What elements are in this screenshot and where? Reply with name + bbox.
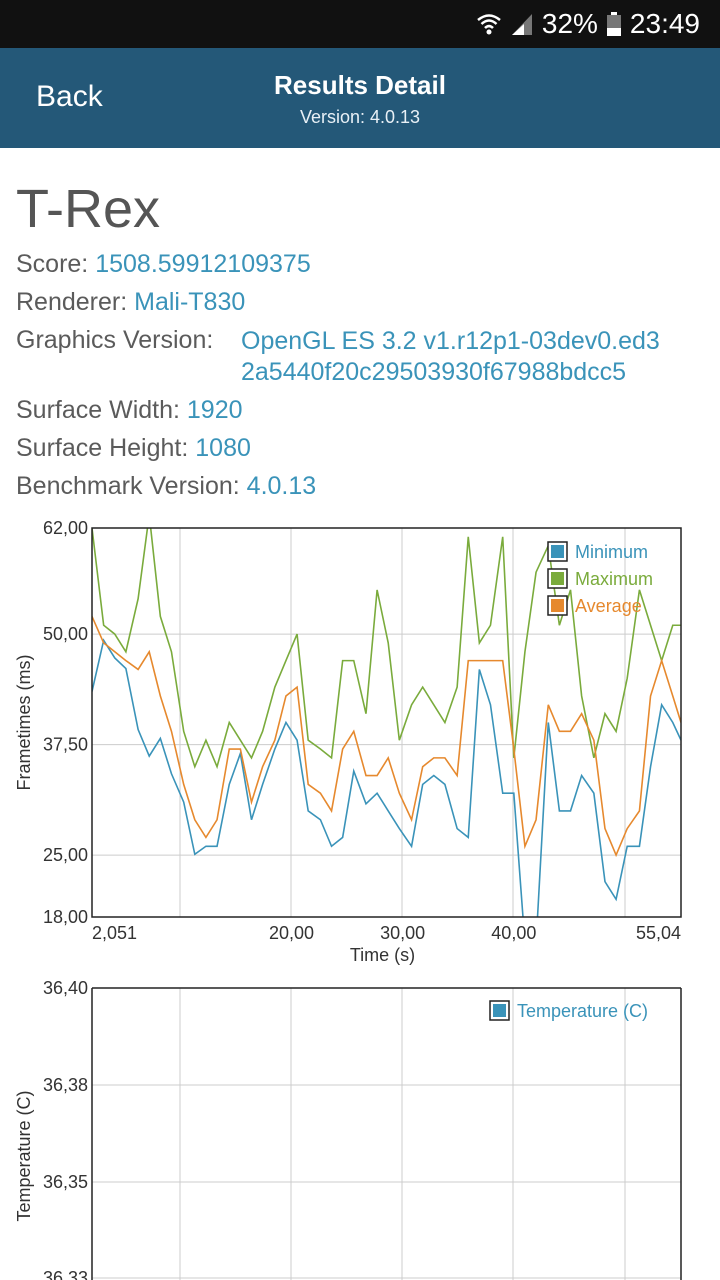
legend-label-average: Average	[575, 596, 642, 616]
y-tick-label: 37,50	[43, 735, 88, 755]
battery-icon	[606, 12, 621, 36]
y-tick-label: 36,40	[43, 978, 88, 998]
legend-label-maximum: Maximum	[575, 569, 653, 589]
legend-label-temperature: Temperature (C)	[517, 1001, 648, 1021]
temperature-chart: 36,40 36,38 36,35 36,33 Temperature (C) Tempe…	[14, 978, 682, 1280]
renderer-value: Mali-T830	[134, 288, 246, 316]
benchmark-name: T-Rex	[16, 179, 161, 239]
series-line-minimum	[92, 638, 681, 917]
score-value: 1508.59912109375	[95, 250, 311, 278]
x-tick-label: 2,051	[92, 923, 137, 943]
y-tick-label: 50,00	[43, 624, 88, 644]
legend-swatch-minimum	[551, 545, 564, 558]
y-tick-label: 36,38	[43, 1075, 88, 1095]
app-version: Version: 4.0.13	[299, 107, 421, 127]
benchmark-version-row: Benchmark Version: 4.0.13	[16, 472, 316, 501]
clock: 23:49	[629, 8, 700, 39]
frametimes-chart: 62,00 50,00 37,50 25,00 18,002,051 20,00 30,00…	[14, 518, 682, 965]
x-tick-label: 55,04	[636, 923, 681, 943]
legend-swatch-maximum	[551, 572, 564, 585]
surface-width-value: 1920	[186, 396, 243, 424]
title-block: Results Detail Version: 4.0.13	[0, 70, 720, 128]
score-row: Score: 1508.59912109375	[16, 250, 311, 279]
x-tick-label: 20,00	[269, 923, 314, 943]
x-tick-label: 40,00	[491, 923, 536, 943]
back-button[interactable]: Back	[36, 80, 103, 113]
y-tick-label: 36,33	[43, 1268, 88, 1280]
series-line-maximum	[92, 528, 681, 770]
surface-height-label: Surface Height:	[16, 434, 189, 462]
status-bar: 32% 23:49	[0, 0, 720, 48]
legend-swatch-temperature	[493, 1004, 506, 1017]
surface-height-row: Surface Height: 1080	[16, 434, 251, 463]
legend-label-minimum: Minimum	[575, 542, 648, 562]
surface-width-row: Surface Width: 1920	[16, 396, 243, 425]
score-label: Score:	[16, 250, 89, 278]
benchmark-version-value: 4.0.13	[246, 472, 317, 500]
plot-area	[92, 988, 681, 1280]
graphics-version-line-1: OpenGL ES 3.2 v1.r12p1-03dev0.ed3	[241, 327, 660, 355]
wifi-icon	[477, 14, 501, 35]
graphics-version-label: Graphics Version:	[16, 326, 214, 354]
app-bar: Back Results Detail Version: 4.0.13	[0, 48, 720, 148]
y-axis-title: Frametimes (ms)	[14, 655, 34, 791]
page-title: Results Detail	[274, 70, 446, 100]
y-tick-label: 25,00	[43, 845, 88, 865]
surface-height-value: 1080	[195, 434, 251, 462]
surface-width-label: Surface Width:	[16, 396, 180, 424]
renderer-label: Renderer:	[16, 288, 128, 316]
plot-border	[91, 527, 682, 918]
y-tick-label: 62,00	[43, 518, 88, 538]
y-tick-label: 18,00	[43, 907, 88, 927]
plot-area	[92, 528, 681, 917]
graphics-version-line-2: 2a5440f20c29503930f67988bdcc5	[241, 358, 627, 386]
x-axis-title: Time (s)	[350, 945, 415, 965]
battery-percent: 32%	[541, 8, 598, 39]
y-tick-label: 36,35	[43, 1172, 88, 1192]
graphics-version-value: OpenGL ES 3.2 v1.r12p1-03dev0.ed3 2a5440…	[241, 326, 711, 388]
benchmark-version-label: Benchmark Version:	[16, 472, 240, 500]
renderer-row: Renderer: Mali-T830	[16, 288, 245, 317]
series-line-average	[92, 616, 681, 858]
x-tick-label: 30,00	[380, 923, 425, 943]
legend-swatch-average	[551, 599, 564, 612]
signal-icon	[511, 14, 532, 35]
status-indicators: 32% 23:49	[476, 0, 700, 48]
y-axis-title: Temperature (C)	[14, 1090, 34, 1221]
